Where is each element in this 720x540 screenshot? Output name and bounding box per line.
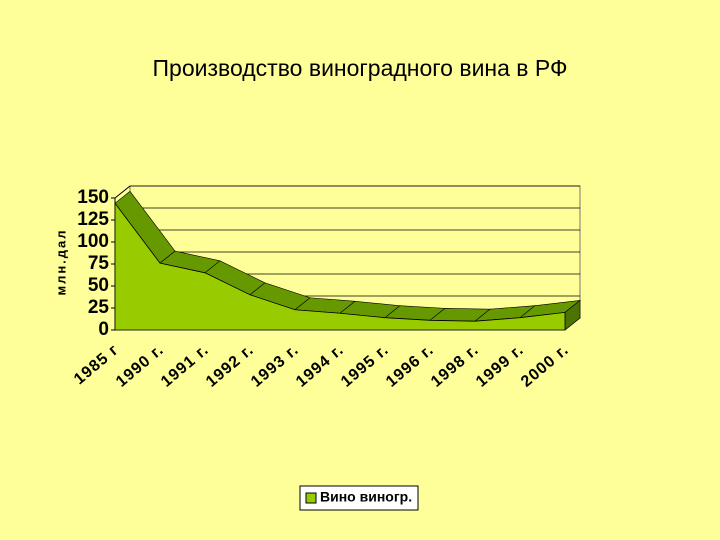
chart-title: Производство виноградного вина в РФ [153,55,568,81]
y-tick-label: 150 [77,187,109,208]
y-axis-label: млн.дал [53,228,68,295]
y-tick-label: 125 [77,209,109,230]
area-front [114,202,566,331]
y-axis-depth [114,185,131,199]
y-tick-label: 25 [88,297,110,318]
y-tick-label: 100 [77,231,109,252]
legend [299,485,419,511]
y-tick-label: 75 [88,253,110,274]
y-tick-label: 50 [88,275,109,296]
y-tick-label: 0 [98,319,109,340]
legend-label: Вино виногр. [320,489,412,505]
legend-swatch [305,492,317,504]
